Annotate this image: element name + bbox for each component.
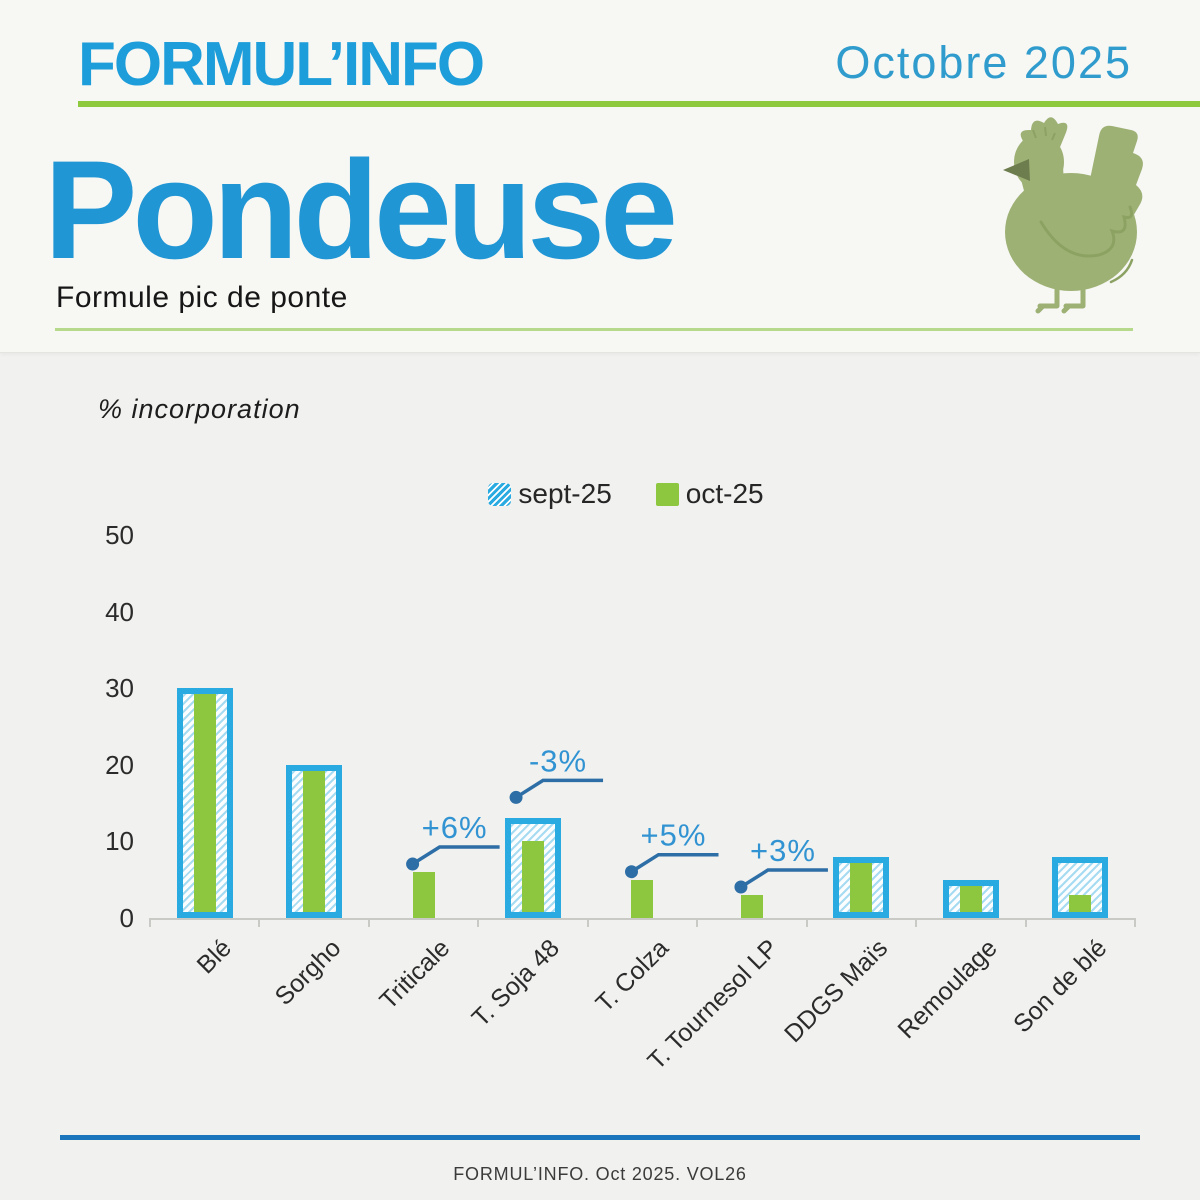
x-axis-label: T. Colza	[590, 934, 675, 1018]
x-axis-label: Sorgho	[269, 934, 346, 1011]
chart-legend: sept-25 oct-25	[26, 478, 1200, 510]
y-axis-label: 50	[105, 520, 134, 550]
category-cell: DDGS Maïs	[779, 535, 916, 1048]
category-cell: T. Tournesol LP	[642, 535, 806, 1075]
y-axis-label: 0	[119, 903, 134, 933]
y-axis-label: 40	[105, 596, 134, 627]
footer-text: FORMUL’INFO. Oct 2025. VOL26	[453, 1164, 747, 1184]
axis-tick	[1134, 918, 1136, 927]
axis-tick	[696, 918, 699, 927]
bar-oct	[959, 879, 982, 918]
axis-tick	[1024, 918, 1027, 927]
header-divider	[78, 101, 1200, 107]
x-axis-label: Remoulage	[892, 934, 1003, 1045]
legend-item-sept: sept-25	[488, 478, 612, 510]
y-axis-label: 30	[105, 673, 134, 704]
axis-tick	[149, 918, 151, 927]
bar-sept-outline	[286, 764, 343, 918]
hen-illustration-icon	[1003, 117, 1143, 314]
issue-date: Octobre 2025	[835, 37, 1132, 88]
y-axis-title: % incorporation	[98, 394, 301, 424]
axis-tick	[586, 918, 589, 927]
header: FORMUL’INFO Octobre 2025 Pondeuse Formul…	[0, 0, 1200, 353]
category-cell: Son de blé	[1008, 535, 1135, 1038]
x-axis-label: Triticale	[374, 934, 456, 1016]
legend-swatch-sept-icon	[488, 482, 512, 506]
bar-sept-outline	[942, 879, 999, 918]
category-cell: T. Soja 48	[466, 535, 587, 1032]
x-axis-label: T. Soja 48	[466, 934, 565, 1033]
legend-item-oct: oct-25	[655, 478, 764, 510]
bar-oct	[193, 688, 216, 918]
bar-oct	[303, 764, 326, 918]
bar-oct	[522, 841, 545, 918]
legend-swatch-oct-icon	[655, 482, 679, 506]
category-cell: T. Colza	[588, 535, 697, 1018]
bar-sept-outline	[1052, 856, 1109, 918]
bar-sept-outline	[505, 818, 562, 918]
brand-title: FORMUL’INFO	[78, 30, 485, 99]
axis-tick	[805, 918, 808, 927]
bar-sept-outline	[833, 856, 890, 918]
subtitle-divider	[55, 328, 1133, 331]
x-axis-label: Blé	[191, 934, 237, 980]
axis-tick	[258, 918, 261, 927]
footer-divider	[60, 1135, 1140, 1140]
page-title: Pondeuse	[44, 131, 678, 288]
axis-tick	[367, 918, 370, 927]
bar-sept-outline	[176, 688, 233, 918]
x-axis-label: DDGS Maïs	[779, 934, 894, 1049]
bar-oct	[740, 895, 763, 918]
y-axis-label: 10	[105, 826, 134, 857]
legend-label-sept: sept-25	[518, 478, 612, 509]
category-cell: Blé	[150, 535, 259, 979]
legend-label-oct: oct-25	[685, 478, 764, 509]
bar-oct	[631, 879, 654, 918]
chart-plot-area: Blé Sorgho Triticale T. Soja 48 T. Colza T. T…	[150, 535, 1135, 1075]
category-cell: Remoulage	[892, 535, 1025, 1044]
x-axis-label: Son de blé	[1007, 934, 1113, 1039]
category-cell: Sorgho	[259, 535, 368, 1011]
bar-oct	[850, 856, 873, 918]
page-subtitle: Formule pic de ponte	[56, 281, 348, 314]
bar-oct	[412, 872, 435, 918]
axis-tick	[915, 918, 918, 927]
axis-tick	[477, 918, 480, 927]
bar-chart: Blé Sorgho Triticale T. Soja 48 T. Colza T. T…	[149, 535, 1136, 1075]
y-axis-label: 20	[105, 749, 134, 780]
category-cell: Triticale	[369, 535, 478, 1015]
